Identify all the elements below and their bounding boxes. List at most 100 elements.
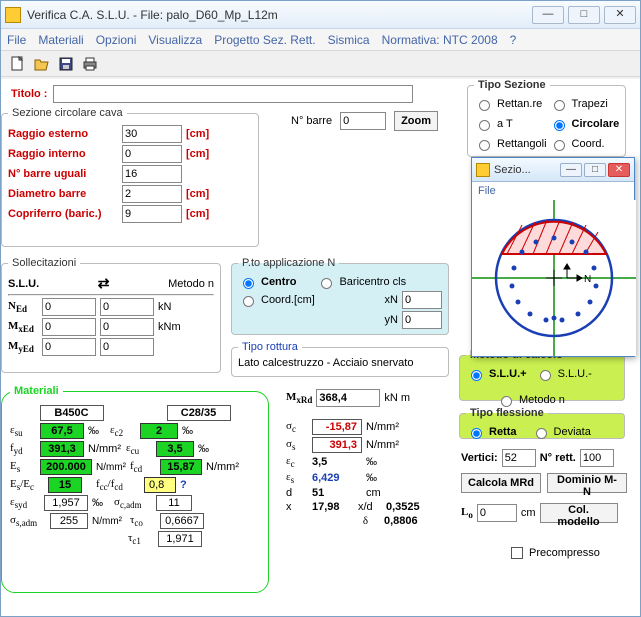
menu-sismica[interactable]: Sismica bbox=[328, 33, 370, 47]
sollecitazioni-legend: Sollecitazioni bbox=[8, 257, 80, 269]
tipo-sezione-opt: Trapezi bbox=[572, 98, 608, 110]
sezio-close-button[interactable]: ✕ bbox=[608, 163, 630, 177]
menu-file[interactable]: File bbox=[7, 33, 26, 47]
menu-opzioni[interactable]: Opzioni bbox=[96, 33, 137, 47]
nrett-label: N° rett. bbox=[540, 452, 576, 464]
menu-visualizza[interactable]: Visualizza bbox=[148, 33, 202, 47]
xd-val: 0,3525 bbox=[386, 501, 420, 513]
delta-val: 0,8806 bbox=[384, 515, 418, 527]
sezione-row-unit: [cm] bbox=[186, 208, 220, 220]
mxrd-value bbox=[316, 389, 380, 407]
menu-help[interactable]: ? bbox=[510, 33, 517, 47]
mxrd-unit: kN m bbox=[384, 392, 410, 404]
nbarre-input[interactable] bbox=[340, 112, 386, 130]
save-icon[interactable] bbox=[57, 55, 75, 73]
sezione-row-input-0[interactable] bbox=[122, 125, 182, 143]
vertici-input[interactable] bbox=[502, 449, 536, 467]
tipo-sezione-radio[interactable] bbox=[554, 100, 565, 111]
minimize-button[interactable]: — bbox=[532, 6, 564, 24]
sezio-canvas: N bbox=[472, 200, 636, 356]
toolbar bbox=[1, 51, 640, 77]
sollec-v2-1[interactable] bbox=[100, 318, 154, 336]
sezione-cava-legend: Sezione circolare cava bbox=[8, 107, 127, 119]
sollec-v2-2[interactable] bbox=[100, 338, 154, 356]
tipo-sezione-radio[interactable] bbox=[554, 120, 565, 131]
sollec-v1-2[interactable] bbox=[42, 338, 96, 356]
sigma-s-val: 391,3 bbox=[312, 437, 362, 453]
open-icon[interactable] bbox=[33, 55, 51, 73]
sezione-row-input-4[interactable] bbox=[122, 205, 182, 223]
zoom-button[interactable]: Zoom bbox=[394, 111, 438, 131]
tipo-rottura-legend: Tipo rottura bbox=[238, 341, 302, 353]
x-val: 17,98 bbox=[312, 501, 354, 513]
tipo-sezione-radio[interactable] bbox=[479, 100, 490, 111]
sezio-menu-file[interactable]: File bbox=[478, 185, 496, 197]
xn-label: xN bbox=[385, 294, 398, 306]
sezio-min-button[interactable]: — bbox=[560, 163, 582, 177]
centro-radio[interactable] bbox=[243, 278, 254, 289]
calcola-mrd-button[interactable]: Calcola MRd bbox=[461, 473, 541, 493]
materiali-legend: Materiali bbox=[10, 385, 63, 397]
slu-plus-radio[interactable] bbox=[471, 370, 482, 381]
baricentro-radio[interactable] bbox=[321, 278, 332, 289]
sezio-title: Sezio... bbox=[494, 164, 531, 176]
metodo-n-radio[interactable] bbox=[501, 396, 512, 407]
menu-materiali[interactable]: Materiali bbox=[38, 33, 83, 47]
steel-value: B450C bbox=[40, 405, 104, 421]
svg-text:N: N bbox=[584, 274, 591, 285]
concrete-value: C28/35 bbox=[167, 405, 231, 421]
sezio-window: Sezio... — □ ✕ File bbox=[471, 157, 635, 357]
eps-s-unit: ‰ bbox=[366, 472, 377, 484]
sezione-row-label: Copriferro (baric.) bbox=[8, 208, 118, 220]
mxrd-sym: MxRd bbox=[286, 391, 312, 405]
maximize-button[interactable]: □ bbox=[568, 6, 600, 24]
col-modello-button[interactable]: Col. modello bbox=[540, 503, 618, 523]
sollec-v1-0[interactable] bbox=[42, 298, 96, 316]
precompresso-checkbox[interactable] bbox=[511, 547, 523, 559]
sezione-row-input-3[interactable] bbox=[122, 185, 182, 203]
menubar: File Materiali Opzioni Visualizza Proget… bbox=[1, 29, 640, 51]
sezione-row-unit: [cm] bbox=[186, 188, 220, 200]
swap-icon[interactable]: ⇄ bbox=[98, 275, 110, 292]
sezione-row-label: N° barre uguali bbox=[8, 168, 118, 180]
sezione-row-input-2[interactable] bbox=[122, 165, 182, 183]
lo-input[interactable] bbox=[477, 504, 517, 522]
sollec-sym: MxEd bbox=[8, 320, 38, 334]
coord-radio[interactable] bbox=[243, 296, 254, 307]
tipo-sezione-radio[interactable] bbox=[554, 140, 565, 151]
nrett-input[interactable] bbox=[580, 449, 614, 467]
tipo-sezione-radio[interactable] bbox=[479, 140, 490, 151]
sezione-row-label: Diametro barre bbox=[8, 188, 118, 200]
d-unit: cm bbox=[366, 487, 381, 499]
slu-label: S.L.U. bbox=[8, 278, 39, 290]
menu-normativa[interactable]: Normativa: NTC 2008 bbox=[382, 33, 498, 47]
titolo-input[interactable] bbox=[53, 85, 413, 103]
new-icon[interactable] bbox=[9, 55, 27, 73]
tipo-sezione-opt: Rettan.re bbox=[497, 98, 542, 110]
eps-s-val: 6,429 bbox=[312, 472, 362, 484]
close-button[interactable]: ✕ bbox=[604, 6, 636, 24]
window-titlebar: Verifica C.A. S.L.U. - File: palo_D60_Mp… bbox=[1, 1, 640, 29]
tipo-sezione-radio[interactable] bbox=[479, 120, 490, 131]
sezione-row-input-1[interactable] bbox=[122, 145, 182, 163]
dominio-mn-button[interactable]: Dominio M-N bbox=[547, 473, 627, 493]
deviata-radio[interactable] bbox=[536, 428, 547, 439]
yn-input[interactable] bbox=[402, 311, 442, 329]
sollec-v2-0[interactable] bbox=[100, 298, 154, 316]
d-val: 51 bbox=[312, 487, 362, 499]
xn-input[interactable] bbox=[402, 291, 442, 309]
eps-c-val: 3,5 bbox=[312, 456, 362, 468]
print-icon[interactable] bbox=[81, 55, 99, 73]
sigma-s-unit: N/mm² bbox=[366, 439, 399, 451]
sigma-c-val: -15,87 bbox=[312, 419, 362, 435]
tipo-sezione-opt: a T bbox=[497, 118, 513, 130]
retta-radio[interactable] bbox=[471, 428, 482, 439]
sezio-max-button[interactable]: □ bbox=[584, 163, 606, 177]
slu-minus-radio[interactable] bbox=[540, 370, 551, 381]
nbarre-label: N° barre bbox=[291, 115, 332, 127]
sezione-row-label: Raggio esterno bbox=[8, 128, 118, 140]
window-title: Verifica C.A. S.L.U. - File: palo_D60_Mp… bbox=[27, 8, 278, 22]
xd-label: x/d bbox=[358, 501, 382, 513]
sollec-v1-1[interactable] bbox=[42, 318, 96, 336]
menu-progetto[interactable]: Progetto Sez. Rett. bbox=[214, 33, 315, 47]
